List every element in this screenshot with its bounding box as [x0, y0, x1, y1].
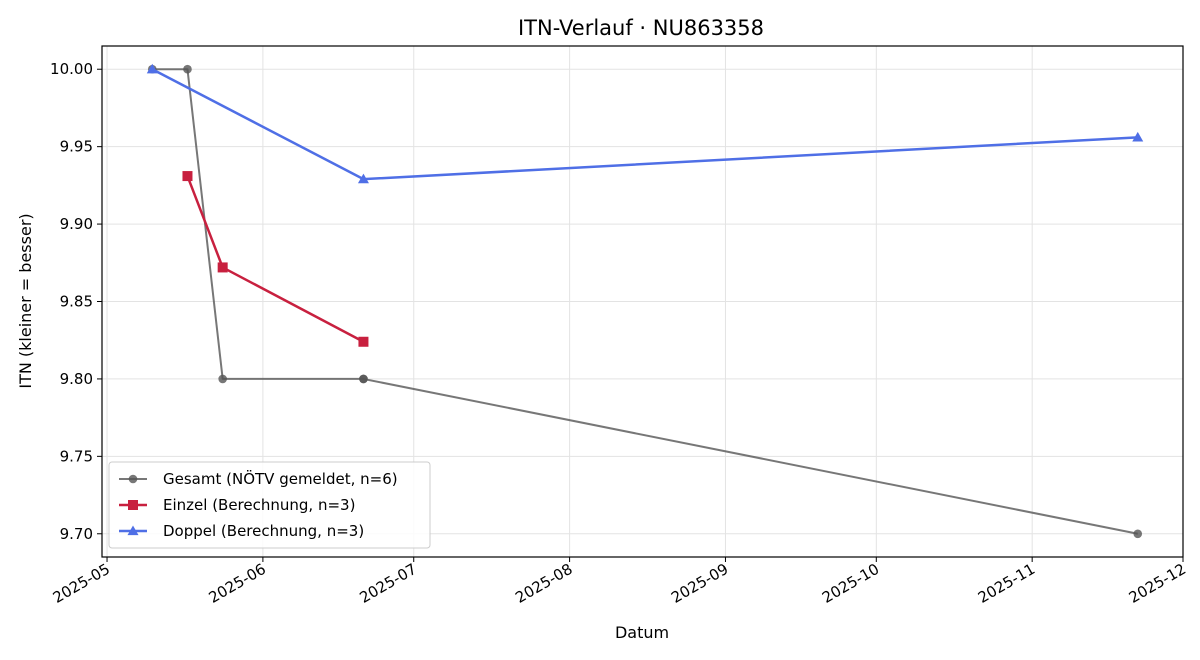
y-axis-label: ITN (kleiner = besser): [16, 213, 35, 388]
x-axis-label: Datum: [615, 623, 669, 642]
legend-marker: [128, 474, 138, 484]
x-tick-label: 2025-09: [668, 560, 731, 607]
y-tick-label: 9.85: [60, 293, 93, 311]
legend-label: Gesamt (NÖTV gemeldet, n=6): [163, 469, 398, 488]
data-point: [359, 374, 368, 384]
series-line: [186, 175, 365, 343]
legend-box: [108, 461, 431, 549]
legend-marker: [128, 500, 138, 510]
data-point: [357, 173, 369, 184]
y-tick-label: 10.00: [50, 60, 93, 78]
legend-entry: Doppel (Berechnung, n=3): [119, 522, 364, 540]
legend-entry: Gesamt (NÖTV gemeldet, n=6): [119, 469, 398, 488]
data-point: [217, 262, 228, 273]
legend-label: Doppel (Berechnung, n=3): [163, 522, 364, 540]
legend-label: Einzel (Berechnung, n=3): [163, 496, 355, 514]
y-tick-label: 9.70: [60, 525, 93, 543]
data-point: [182, 171, 193, 182]
y-tick-label: 9.75: [60, 447, 93, 465]
series-layer: [146, 63, 1144, 539]
data-point: [1132, 131, 1144, 142]
series-line: [151, 68, 1138, 181]
y-tick-label: 9.95: [60, 138, 93, 156]
y-tick-label: 9.80: [60, 370, 93, 388]
data-point: [183, 64, 192, 74]
data-point: [358, 336, 369, 347]
data-point: [218, 374, 227, 384]
legend: Gesamt (NÖTV gemeldet, n=6) Einzel (Berec…: [108, 461, 431, 549]
data-point: [1133, 529, 1143, 539]
legend-entry: Einzel (Berechnung, n=3): [119, 496, 355, 514]
y-tick-label: 9.90: [60, 215, 93, 233]
series-group: [146, 63, 1144, 184]
series-group: [182, 171, 369, 347]
x-tick-label: 2025-08: [512, 560, 575, 607]
chart-title: ITN-Verlauf · NU863358: [518, 16, 764, 40]
x-tick-label: 2025-05: [50, 560, 113, 607]
x-tick-label: 2025-11: [975, 560, 1038, 607]
legend-marker: [127, 525, 139, 536]
x-tick-label: 2025-06: [206, 560, 269, 607]
x-tick-label: 2025-12: [1126, 560, 1189, 607]
x-tick-label: 2025-10: [819, 560, 882, 607]
x-tick-label: 2025-07: [356, 560, 419, 607]
data-point: [146, 63, 158, 74]
